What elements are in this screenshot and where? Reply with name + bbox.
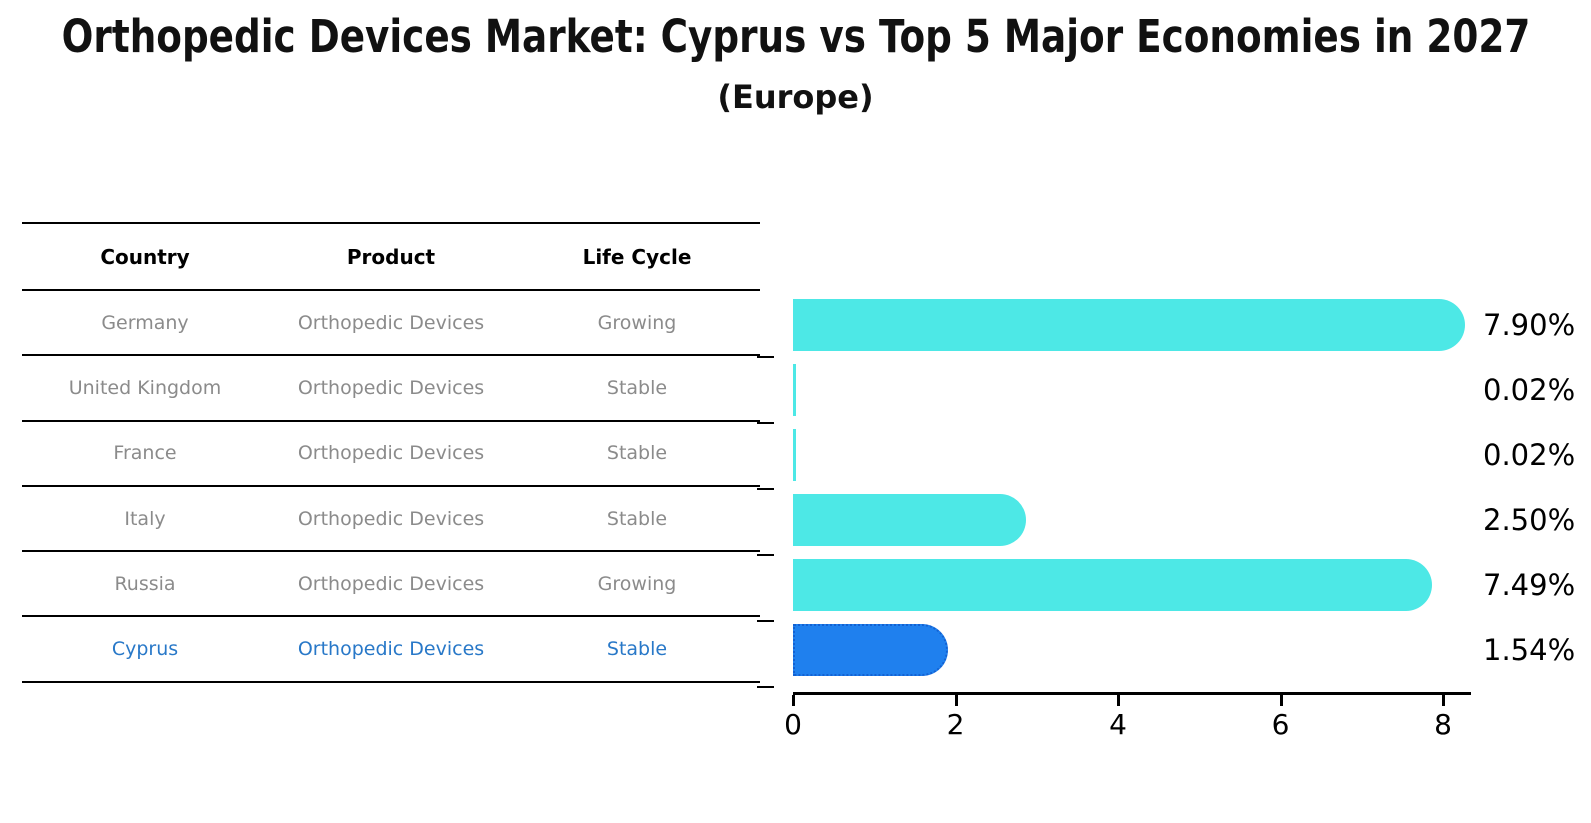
value-label-row: 1.54% [1483,617,1591,682]
y-tick-mark [757,422,774,424]
bar-row [793,552,1468,617]
bar-italy [793,493,1027,546]
y-tick-mark [757,620,774,622]
value-label: 0.02% [1483,437,1576,472]
life-cycle-cell: Stable [606,376,668,399]
y-tick-mark [757,488,774,490]
value-label: 7.49% [1483,567,1576,602]
product-cell: Orthopedic Devices [297,638,485,661]
product-cell: Orthopedic Devices [297,507,485,530]
bar-plot [793,292,1468,682]
country-table: Country Product Life Cycle Germany Orthop… [22,222,760,683]
value-label-row: 2.50% [1483,487,1591,552]
country-cell: Russia [114,572,176,595]
life-cycle-cell: Stable [606,442,668,465]
table-row: Italy Orthopedic Devices Stable [22,487,760,553]
table-row: France Orthopedic Devices Stable [22,422,760,487]
bar-row [793,617,1468,682]
x-tick-label: 6 [1271,708,1290,741]
life-cycle-cell: Stable [606,507,668,530]
x-axis-ticks: 0 2 4 6 8 [784,695,1471,745]
x-tick-label: 0 [784,708,802,741]
chart-subtitle: (Europe) [717,78,874,116]
x-tick-mark [1279,695,1283,706]
product-cell: Orthopedic Devices [297,376,485,399]
country-cell: Germany [101,311,189,334]
y-tick-mark [757,356,774,358]
value-label-column: 7.90% 0.02% 0.02% 2.50% 7.49% 1.54% [1483,292,1591,682]
country-cell: Cyprus [111,638,179,661]
x-tick-label: 2 [946,708,965,741]
y-tick-mark [757,554,774,556]
bar-france [793,428,796,481]
life-cycle-cell: Stable [606,638,668,661]
bar-row [793,487,1468,552]
x-tick-mark [1442,695,1445,706]
bar-united-kingdom [793,363,796,416]
life-cycle-cell: Growing [597,572,677,595]
bar-cyprus [793,623,949,676]
y-axis-ticks [757,0,775,823]
x-tick-label: 8 [1434,708,1452,741]
value-label: 2.50% [1483,502,1576,537]
bar-germany [793,298,1465,351]
x-tick-mark [1117,695,1120,706]
country-cell: France [113,442,177,465]
y-tick-mark [757,686,774,688]
x-axis-line [793,692,1471,695]
value-label: 7.90% [1483,307,1576,342]
header-country: Country [100,244,190,269]
bar-russia [793,558,1432,611]
header-life-cycle: Life Cycle [582,244,692,269]
value-label: 1.54% [1483,632,1576,667]
table-row: Cyprus Orthopedic Devices Stable [22,617,760,683]
product-cell: Orthopedic Devices [297,572,485,595]
life-cycle-cell: Growing [597,311,677,334]
product-cell: Orthopedic Devices [297,442,485,465]
value-label-row: 0.02% [1483,422,1591,487]
bar-row [793,292,1468,357]
header-product: Product [346,244,436,269]
value-label-row: 7.49% [1483,552,1591,617]
chart-title: Orthopedic Devices Market: Cyprus vs Top… [61,10,1530,63]
value-label-row: 7.90% [1483,292,1591,357]
product-cell: Orthopedic Devices [297,311,485,334]
x-tick-mark [954,695,958,706]
table-header-row: Country Product Life Cycle [22,224,760,291]
table-row: United Kingdom Orthopedic Devices Stable [22,356,760,422]
country-cell: United Kingdom [68,376,222,399]
table-row: Russia Orthopedic Devices Growing [22,552,760,618]
bar-row [793,422,1468,487]
value-label-row: 0.02% [1483,357,1591,422]
table-body: Germany Orthopedic Devices Growing United K… [22,291,760,683]
bar-row [793,357,1468,422]
table-row: Germany Orthopedic Devices Growing [22,291,760,357]
value-label: 0.02% [1483,372,1576,407]
x-tick-mark [792,695,795,706]
country-cell: Italy [124,507,166,530]
x-tick-label: 4 [1109,708,1127,741]
